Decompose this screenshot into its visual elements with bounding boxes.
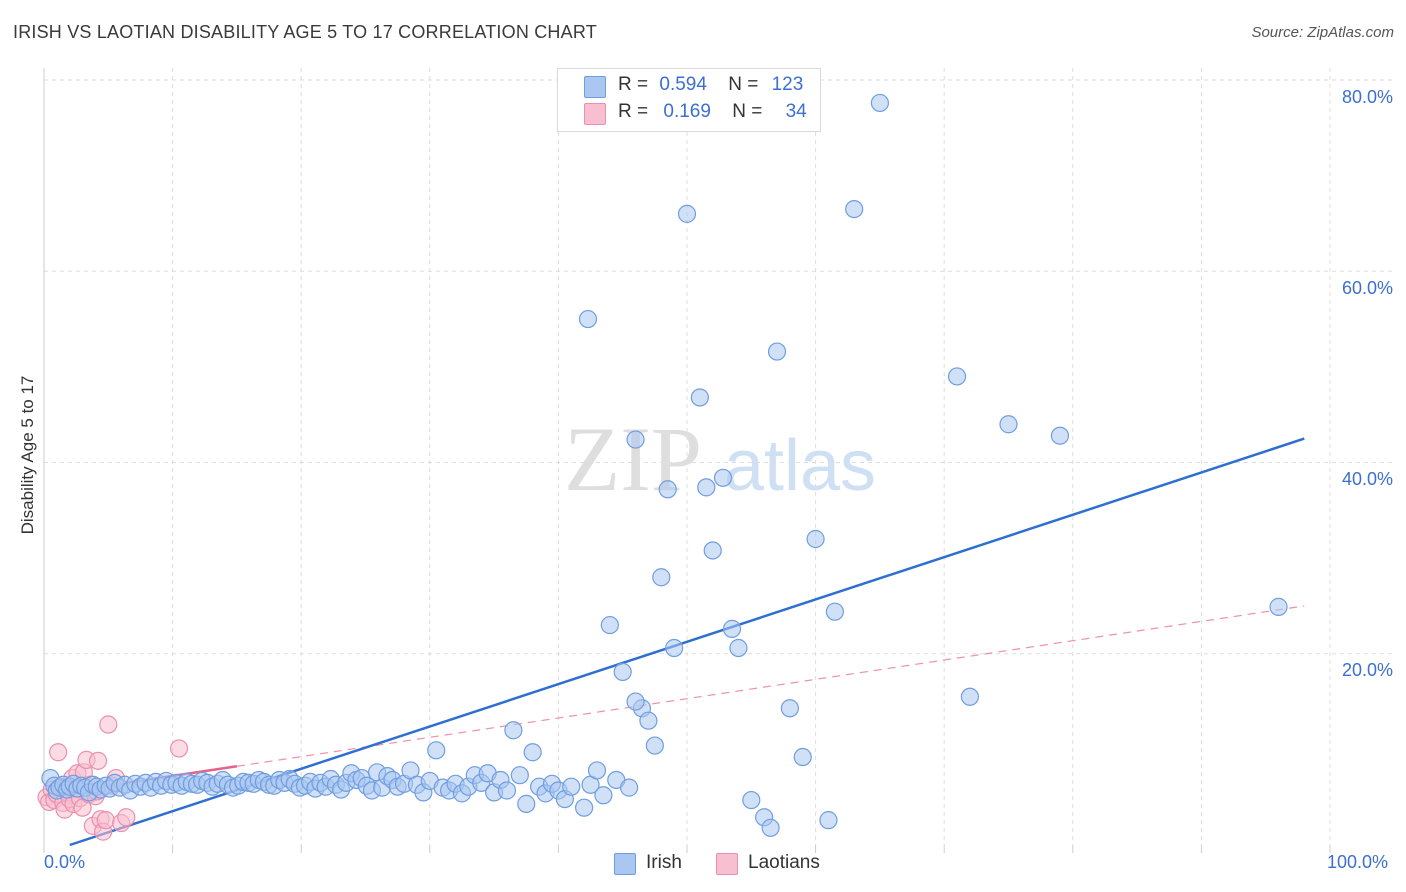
y-tick-label: 60.0% bbox=[1341, 278, 1393, 298]
legend-n-value-irish: 123 bbox=[771, 74, 804, 95]
irish-point bbox=[722, 619, 742, 638]
irish-point bbox=[697, 478, 716, 497]
laotian-point bbox=[169, 739, 189, 758]
irish-point bbox=[645, 736, 664, 755]
irish-point bbox=[729, 638, 748, 658]
irish-point bbox=[665, 638, 684, 658]
irish-point bbox=[703, 541, 722, 560]
irish-point bbox=[427, 741, 446, 760]
irish-point bbox=[742, 790, 761, 810]
bottom-legend-label-laotians: Laotians bbox=[748, 852, 820, 873]
x-tick-label-max: 100.0% bbox=[1327, 852, 1389, 872]
y-tick-label: 40.0% bbox=[1341, 469, 1393, 489]
irish-point bbox=[562, 777, 581, 796]
irish-point bbox=[677, 204, 697, 223]
legend-r-value-irish: 0.594 bbox=[659, 74, 707, 95]
bottom-legend-swatch-laotians bbox=[716, 853, 738, 875]
irish-point bbox=[578, 309, 598, 329]
legend-n-label: N = bbox=[732, 101, 763, 122]
watermark-zip: ZIP bbox=[564, 408, 702, 510]
irish-point bbox=[510, 766, 529, 785]
laotian-point bbox=[96, 811, 115, 830]
legend-swatch-laotians bbox=[584, 103, 606, 125]
irish-points bbox=[41, 93, 1288, 837]
irish-point bbox=[845, 199, 864, 219]
chart-source: Source: ZipAtlas.com bbox=[1251, 24, 1394, 41]
irish-point bbox=[620, 778, 639, 797]
y-tick-label: 80.0% bbox=[1341, 87, 1393, 107]
irish-point bbox=[517, 794, 536, 813]
grid-lines bbox=[43, 68, 1393, 853]
irish-point bbox=[1269, 597, 1288, 616]
irish-point bbox=[587, 761, 607, 780]
laotian-point bbox=[49, 743, 68, 762]
irish-point bbox=[575, 798, 594, 817]
irish-point bbox=[600, 615, 619, 635]
irish-point bbox=[626, 430, 645, 449]
legend-r-label: R = bbox=[618, 101, 649, 122]
irish-point bbox=[497, 781, 517, 800]
stats-legend: R = 0.594 N = 123 R = 0.169 N = 34 bbox=[557, 68, 821, 132]
irish-point bbox=[793, 747, 812, 767]
irish-point bbox=[652, 568, 671, 587]
irish-point bbox=[819, 811, 838, 830]
irish-point bbox=[639, 711, 658, 730]
irish-point bbox=[780, 699, 799, 718]
laotian-trend-line-dashed bbox=[236, 605, 1305, 767]
irish-point bbox=[713, 468, 733, 487]
y-tick-label: 20.0% bbox=[1341, 660, 1393, 680]
irish-point bbox=[761, 818, 780, 837]
legend-n-value-laotians: 34 bbox=[785, 101, 807, 122]
irish-point bbox=[870, 93, 890, 113]
irish-point bbox=[999, 415, 1018, 434]
legend-r-label: R = bbox=[618, 74, 649, 95]
laotian-points bbox=[37, 715, 189, 841]
legend-r-value-laotians: 0.169 bbox=[663, 101, 711, 122]
x-tick-label-min: 0.0% bbox=[44, 852, 86, 872]
laotian-point bbox=[99, 715, 118, 734]
irish-point bbox=[690, 388, 709, 407]
laotian-point bbox=[88, 751, 108, 770]
irish-point bbox=[594, 786, 613, 805]
irish-point bbox=[504, 721, 523, 740]
irish-point bbox=[806, 529, 825, 549]
irish-point bbox=[658, 480, 677, 499]
laotian-point bbox=[117, 808, 136, 827]
legend-swatch-irish bbox=[584, 76, 606, 98]
irish-point bbox=[825, 602, 844, 621]
irish-point bbox=[947, 367, 967, 386]
irish-point bbox=[767, 342, 787, 361]
irish-point bbox=[960, 687, 980, 706]
legend-n-label: N = bbox=[728, 74, 759, 95]
bottom-legend-swatch-irish bbox=[614, 853, 636, 875]
irish-point bbox=[613, 662, 632, 682]
irish-point bbox=[1050, 426, 1070, 445]
bottom-legend-label-irish: Irish bbox=[646, 852, 682, 873]
watermark-atlas: atlas bbox=[724, 426, 876, 506]
watermark: ZIP atlas bbox=[564, 408, 876, 510]
chart-title: IRISH VS LAOTIAN DISABILITY AGE 5 TO 17 … bbox=[13, 22, 597, 42]
irish-point bbox=[523, 743, 542, 762]
irish-point bbox=[626, 692, 645, 711]
